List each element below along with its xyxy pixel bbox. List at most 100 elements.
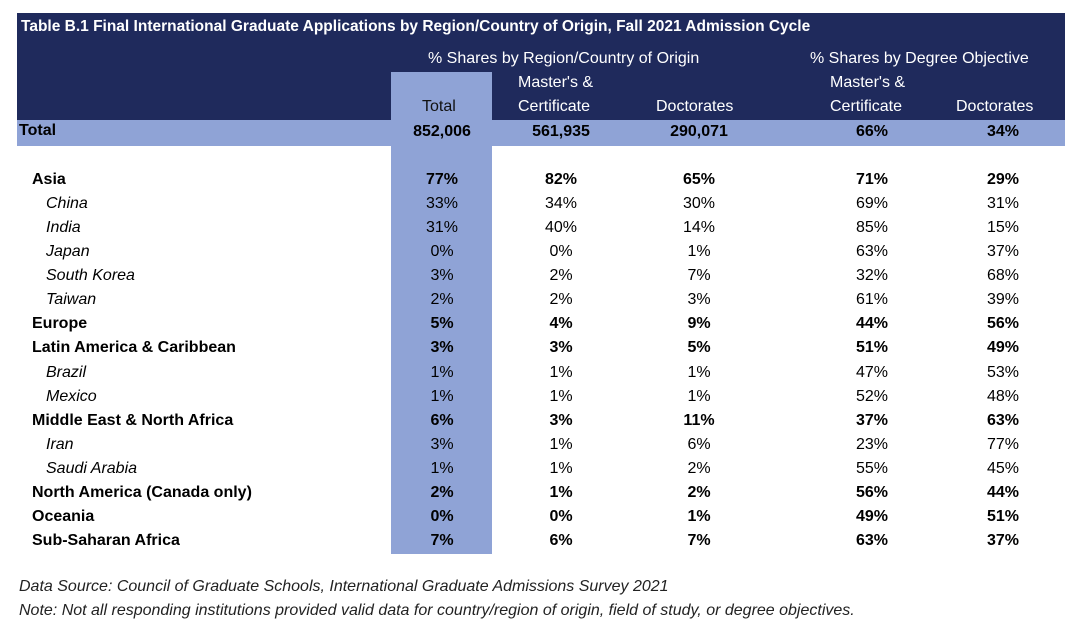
cell-doctorates-degree: 44% [986,484,1020,501]
header-doctorates-degree: Doctorates [956,98,1034,115]
cell-masters-region: 1% [549,364,573,381]
row-label: Latin America & Caribbean [32,339,236,356]
cell-masters-degree: 49% [855,508,889,525]
cell-total: 5% [430,315,454,332]
header-masters-line1-degree: Master's & [830,74,906,91]
row-label: Asia [32,171,66,188]
header-total: Total [422,98,456,115]
cell-doctorates-degree: 56% [986,315,1020,332]
cell-total: 1% [430,388,454,405]
cell-doctorates-degree: 51% [986,508,1020,525]
row-label: Saudi Arabia [46,460,138,477]
row-label: India [46,219,81,236]
cell-masters-region: 40% [544,219,578,236]
cell-total: 3% [430,436,454,453]
header-masters-line1-region: Master's & [518,74,594,91]
cell-doctorates-degree: 29% [986,171,1020,188]
table-header-block [17,41,1065,120]
total-row-masters-region: 561,935 [532,123,590,140]
cell-total: 1% [430,364,454,381]
cell-masters-degree: 69% [855,195,889,212]
cell-total: 2% [430,484,454,501]
cell-masters-degree: 37% [855,412,889,429]
cell-masters-degree: 47% [855,364,889,381]
cell-masters-region: 1% [549,388,573,405]
cell-doctorates-region: 65% [682,171,716,188]
header-masters-line2-degree: Certificate [830,98,903,115]
row-label: Brazil [46,364,87,381]
total-row-label: Total [19,122,57,139]
total-column-highlight [391,72,492,554]
cell-doctorates-region: 1% [687,364,711,381]
cell-doctorates-region: 9% [687,315,711,332]
cell-masters-degree: 44% [855,315,889,332]
total-row-masters-degree: 66% [855,123,889,140]
cell-doctorates-degree: 48% [986,388,1020,405]
cell-masters-region: 1% [549,436,573,453]
cell-doctorates-degree: 63% [986,412,1020,429]
cell-doctorates-degree: 31% [986,195,1020,212]
cell-total: 1% [430,460,454,477]
cell-masters-region: 82% [544,171,578,188]
header-doctorates-region: Doctorates [656,98,734,115]
cell-doctorates-degree: 39% [986,291,1020,308]
row-label: Japan [46,243,90,260]
cell-masters-degree: 23% [855,436,889,453]
row-label: South Korea [46,267,135,284]
cell-masters-region: 1% [549,484,573,501]
cell-doctorates-degree: 77% [986,436,1020,453]
row-label: Sub-Saharan Africa [32,532,180,549]
header-masters-line2-region: Certificate [518,98,591,115]
cell-masters-region: 1% [549,460,573,477]
cell-masters-region: 2% [549,267,573,284]
cell-doctorates-degree: 49% [986,339,1020,356]
cell-total: 0% [430,508,454,525]
cell-total: 0% [430,243,454,260]
cell-masters-region: 0% [549,508,573,525]
cell-doctorates-degree: 53% [986,364,1020,381]
cell-total: 33% [425,195,459,212]
row-label: Oceania [32,508,95,525]
cell-total: 2% [430,291,454,308]
cell-doctorates-region: 2% [687,460,711,477]
cell-masters-region: 6% [549,532,573,549]
cell-doctorates-region: 1% [687,388,711,405]
row-label: Mexico [46,388,97,405]
cell-masters-degree: 51% [855,339,889,356]
cell-doctorates-region: 2% [687,484,711,501]
cell-doctorates-degree: 37% [986,243,1020,260]
cell-doctorates-degree: 37% [986,532,1020,549]
row-label: Iran [46,436,74,453]
cell-total: 31% [425,219,459,236]
cell-total: 3% [430,339,454,356]
total-row-background [17,120,1065,146]
total-row-total: 852,006 [413,123,471,140]
row-label: China [46,195,88,212]
header-degree-group: % Shares by Degree Objective [810,50,1029,67]
cell-doctorates-region: 11% [683,412,715,429]
cell-doctorates-region: 1% [687,243,711,260]
cell-total: 3% [430,267,454,284]
table-title: Table B.1 Final International Graduate A… [17,13,1065,41]
cell-doctorates-region: 14% [682,219,716,236]
cell-doctorates-region: 5% [687,339,711,356]
total-row-doctorates-degree: 34% [986,123,1020,140]
cell-masters-degree: 71% [855,171,889,188]
cell-total: 6% [430,412,454,429]
cell-masters-region: 3% [549,412,573,429]
cell-doctorates-degree: 68% [986,267,1020,284]
row-label: Taiwan [46,291,97,308]
row-label: North America (Canada only) [32,484,252,501]
row-label: Middle East & North Africa [32,412,234,429]
cell-masters-degree: 56% [855,484,889,501]
cell-masters-region: 3% [549,339,573,356]
cell-masters-degree: 85% [855,219,889,236]
cell-total: 77% [425,171,459,188]
cell-doctorates-region: 3% [687,291,711,308]
cell-doctorates-region: 7% [687,532,711,549]
cell-masters-degree: 63% [855,243,889,260]
cell-masters-region: 2% [549,291,573,308]
footnote-note: Note: Not all responding institutions pr… [19,602,855,619]
row-label: Europe [32,315,88,332]
